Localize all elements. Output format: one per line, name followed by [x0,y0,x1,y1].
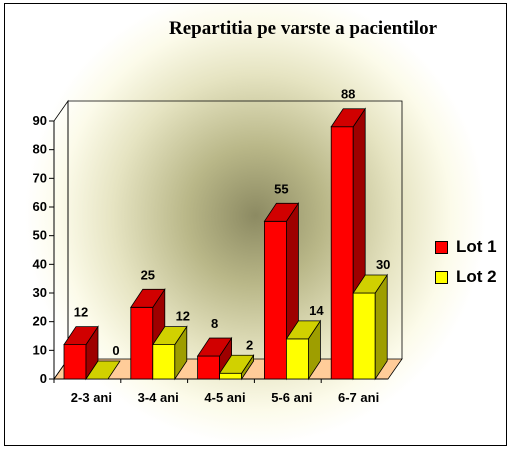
bar-front [152,344,176,380]
y-tick-label: 50 [33,228,47,243]
data-label: 25 [141,267,155,282]
chart-plot: Repartitia pe varste a pacientilor 01020… [33,18,438,405]
y-tick-label: 70 [33,170,47,185]
y-tick-label: 40 [33,256,47,271]
chart-legend: Lot 1 Lot 2 [435,232,506,292]
y-tick-label: 80 [33,142,47,157]
bar-top [130,288,166,308]
data-label: 55 [274,181,288,196]
y-tick-label: 10 [33,342,47,357]
x-tick-label: 4-5 ani [204,390,245,405]
legend-swatch-lot-2 [435,270,448,284]
bar-lot-2-6-7-ani [352,273,388,381]
data-label: 88 [341,87,355,102]
bar-front [219,372,243,380]
x-tick-label: 3-4 ani [138,390,179,405]
data-label: 2 [246,337,253,352]
bar-front [197,355,221,380]
data-label: 12 [176,309,190,324]
chart-title: Repartitia pe varste a pacientilor [169,18,438,39]
bar-front [330,126,354,380]
legend-label-lot-2: Lot 2 [456,267,497,286]
y-tick-label: 30 [33,285,47,300]
data-label: 8 [211,316,218,331]
bar-lot-1-2-3-ani [63,325,99,381]
bar-front [63,344,87,380]
data-label: 14 [309,303,324,318]
bar-top [196,337,233,357]
legend-item-lot-1[interactable]: Lot 1 [435,232,506,262]
bar-lot-2-5-6-ani [285,319,322,381]
bar-front [352,292,376,380]
legend-label-lot-1: Lot 1 [456,237,497,256]
bar-top [152,326,188,346]
data-label: 30 [376,257,390,272]
y-tick-label: 90 [33,113,47,128]
x-tick-label: 2-3 ani [71,390,112,405]
y-tick-label: 60 [33,199,47,214]
chart-frame: Repartitia pe varste a pacientilor 0 10 20… [4,3,507,446]
bar-lot-2-4-5-ani [218,353,255,381]
bar-top [85,360,121,380]
bar-front [285,338,309,380]
bar-top [330,108,366,128]
y-tick-label: 20 [33,314,47,329]
legend-swatch-lot-1 [435,240,448,254]
data-label: 0 [112,343,119,358]
x-tick-label: 6-7 ani [338,390,379,405]
chart-side-wall [53,99,69,381]
bar-lot-2-3-4-ani [152,325,188,381]
bar-top [263,202,300,222]
bar-top [352,274,388,294]
bar-front [263,220,287,380]
bar-top [285,320,322,340]
y-tick-label: 0 [40,371,47,386]
bar-top [63,326,99,346]
bar-top [218,354,255,374]
x-tick-label: 5-6 ani [271,390,312,405]
bar-front [130,306,154,380]
data-label: 12 [74,305,88,320]
legend-item-lot-2[interactable]: Lot 2 [435,262,506,292]
bar-lot-2-2-3-ani [85,360,121,380]
